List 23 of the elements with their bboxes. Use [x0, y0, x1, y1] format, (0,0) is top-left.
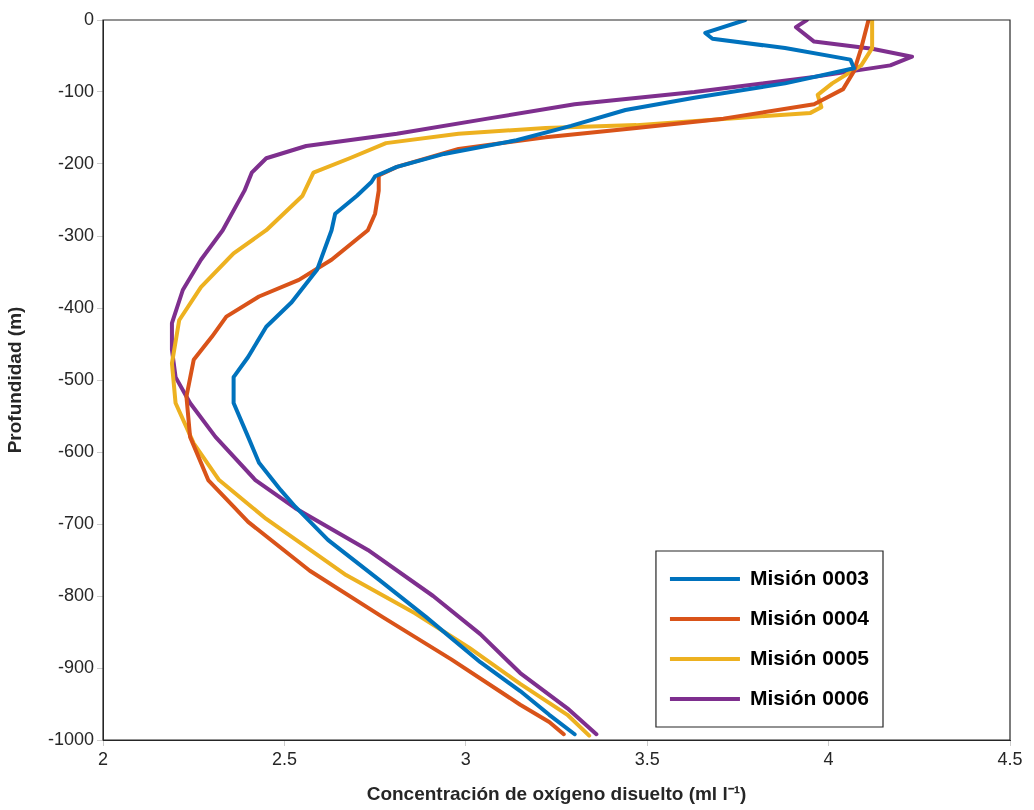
x-tick-label: 4 [823, 748, 834, 769]
y-tick-label: -100 [57, 80, 94, 101]
x-tick-label: 2.5 [271, 748, 297, 769]
y-tick-label: -200 [57, 152, 94, 173]
legend-label: Misión 0006 [749, 685, 870, 709]
y-tick-label: -900 [57, 656, 94, 677]
y-tick-label: -600 [57, 440, 94, 461]
legend-label: Misión 0004 [749, 605, 870, 629]
x-tick-label: 4.5 [997, 748, 1023, 769]
y-tick-label: -500 [57, 368, 94, 389]
y-tick-label: -1000 [47, 728, 94, 749]
legend-label: Misión 0005 [749, 645, 870, 669]
y-tick-label: -300 [57, 224, 94, 245]
x-axis-title: Concentración de oxígeno disuelto (ml l⁻¹) [366, 782, 747, 804]
x-tick-label: 3 [460, 748, 471, 769]
y-tick-label: -400 [57, 296, 94, 317]
x-tick-label: 2 [97, 748, 109, 769]
y-tick-label: -800 [57, 584, 94, 605]
y-axis-title: Profundidad (m) [3, 306, 25, 454]
x-tick-label: 3.5 [634, 748, 660, 769]
y-tick-label: 0 [83, 8, 94, 29]
legend-label: Misión 0003 [749, 565, 870, 589]
y-tick-label: -700 [57, 512, 94, 533]
